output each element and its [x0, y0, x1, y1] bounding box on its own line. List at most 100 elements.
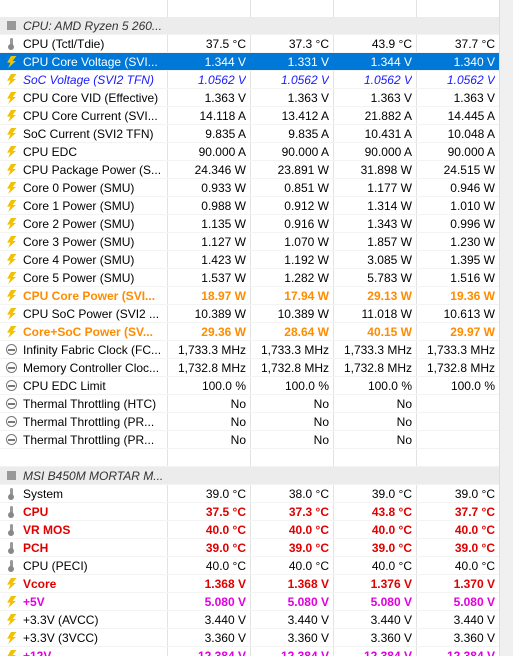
sensor-label: Core 5 Power (SMU) [23, 271, 135, 285]
sensor-value: 10.389 W [277, 307, 329, 321]
sensor-value: 19.36 W [450, 289, 495, 303]
sensor-value: 39.0 °C [205, 487, 246, 501]
sensor-value: 0.851 W [284, 181, 329, 195]
sensor-row[interactable]: Thermal Throttling (HTC) No No No [0, 395, 499, 413]
sensor-row[interactable]: SoC Voltage (SVI2 TFN) 1.0562 V 1.0562 V 1.… [0, 71, 499, 89]
sensor-row[interactable]: +3.3V (3VCC) 3.360 V 3.360 V 3.360 V 3.360 V [0, 629, 499, 647]
sensor-value: 1.135 W [201, 217, 246, 231]
sensor-value: 1.192 W [284, 253, 329, 267]
sensor-value: 1.0562 V [280, 73, 329, 87]
sensor-value: 1.0562 V [363, 73, 412, 87]
sensor-value: 39.0 °C [454, 487, 495, 501]
sensor-label: CPU Core Current (SVI... [23, 109, 158, 123]
column-line [416, 0, 417, 656]
sensor-row[interactable]: System 39.0 °C 38.0 °C 39.0 °C 39.0 °C [0, 485, 499, 503]
sensor-value: 14.118 A [199, 109, 247, 123]
sensor-value: 37.5 °C [205, 505, 246, 519]
sensor-row[interactable]: CPU EDC Limit 100.0 % 100.0 % 100.0 % 100.0 … [0, 377, 499, 395]
sensor-row[interactable]: Core 3 Power (SMU) 1.127 W 1.070 W 1.857 W 1… [0, 233, 499, 251]
sensor-row[interactable]: Memory Controller Cloc... 1,732.8 MHz 1,73… [0, 359, 499, 377]
sensor-label: CPU EDC [23, 145, 78, 159]
sensor-label: SoC Current (SVI2 TFN) [23, 127, 154, 141]
sensor-value: 1,732.8 MHz [260, 361, 329, 375]
column-line [250, 0, 251, 656]
sensor-value: 3.440 V [287, 613, 329, 627]
sensor-row[interactable]: PCH 39.0 °C 39.0 °C 39.0 °C 39.0 °C [0, 539, 499, 557]
sensor-label: Core 2 Power (SMU) [23, 217, 135, 231]
sensor-value: 37.3 °C [288, 37, 329, 51]
sensor-row[interactable]: +5V 5.080 V 5.080 V 5.080 V 5.080 V [0, 593, 499, 611]
sensor-value: 0.988 W [201, 199, 246, 213]
sensor-value: 18.97 W [201, 289, 246, 303]
sensor-label: Infinity Fabric Clock (FC... [23, 343, 162, 357]
sensor-value: 39.0 °C [288, 541, 329, 555]
sensor-value: 37.7 °C [454, 505, 495, 519]
sensor-label: +3.3V (3VCC) [23, 631, 99, 645]
sensor-value: 5.783 W [367, 271, 412, 285]
sensor-value: 29.97 W [450, 325, 495, 339]
sensor-row[interactable]: Infinity Fabric Clock (FC... 1,733.3 MHz 1… [0, 341, 499, 359]
sensor-row[interactable]: Vcore 1.368 V 1.368 V 1.376 V 1.370 V [0, 575, 499, 593]
sensor-label: Thermal Throttling (PR... [23, 433, 155, 447]
sensor-row[interactable]: CPU Core Power (SVI... 18.97 W 17.94 W 29.1… [0, 287, 499, 305]
sensor-row[interactable]: Thermal Throttling (PR... No No No [0, 431, 499, 449]
sensor-row[interactable]: Thermal Throttling (PR... No No No [0, 413, 499, 431]
sensor-value: 1.423 W [201, 253, 246, 267]
sensor-value: 90.000 A [281, 145, 329, 159]
sensor-row[interactable]: VR MOS 40.0 °C 40.0 °C 40.0 °C 40.0 °C [0, 521, 499, 539]
sensor-label: SoC Voltage (SVI2 TFN) [23, 73, 154, 87]
section-header[interactable]: CPU: AMD Ryzen 5 260... [0, 17, 499, 35]
sensor-value: 40.0 °C [205, 523, 246, 537]
sensor-label: System [23, 487, 64, 501]
sensor-value: 1.395 W [450, 253, 495, 267]
sensor-row[interactable]: CPU EDC 90.000 A 90.000 A 90.000 A 90.000 A [0, 143, 499, 161]
sensor-row[interactable]: CPU Package Power (S... 24.346 W 23.891 W 3… [0, 161, 499, 179]
sensor-row[interactable]: CPU Core Voltage (SVI... 1.344 V 1.331 V 1.… [0, 53, 499, 71]
sensor-value: 21.882 A [364, 109, 412, 123]
sensor-value: 12.384 V [363, 649, 412, 656]
sensor-value: 29.36 W [201, 325, 246, 339]
sensor-value: 1.010 W [450, 199, 495, 213]
sensor-row[interactable]: +12V 12.384 V 12.384 V 12.384 V 12.384 V [0, 647, 499, 656]
sensor-row[interactable]: CPU Core VID (Effective) 1.363 V 1.363 V 1.… [0, 89, 499, 107]
sensor-value: No [230, 433, 246, 447]
sensor-value: 1.070 W [284, 235, 329, 249]
sensor-value: 100.0 % [450, 379, 495, 393]
sensor-row[interactable]: CPU (PECI) 40.0 °C 40.0 °C 40.0 °C 40.0 °C [0, 557, 499, 575]
sensor-row[interactable]: Core+SoC Power (SV... 29.36 W 28.64 W 40.15… [0, 323, 499, 341]
sensor-row[interactable]: +3.3V (AVCC) 3.440 V 3.440 V 3.440 V 3.440 V [0, 611, 499, 629]
sensor-value: 9.835 A [288, 127, 329, 141]
sensor-value: 1.314 W [367, 199, 412, 213]
section-header[interactable]: MSI B450M MORTAR M... [0, 467, 499, 485]
sensor-row[interactable]: Core 0 Power (SMU) 0.933 W 0.851 W 1.177 W 0… [0, 179, 499, 197]
sensor-row[interactable]: Core 2 Power (SMU) 1.135 W 0.916 W 1.343 W 0… [0, 215, 499, 233]
sensor-value: 40.0 °C [205, 559, 246, 573]
sensor-row[interactable]: CPU (Tctl/Tdie) 37.5 °C 37.3 °C 43.9 °C 37.7… [0, 35, 499, 53]
sensor-value: 37.3 °C [288, 505, 329, 519]
sensor-row[interactable]: CPU 37.5 °C 37.3 °C 43.8 °C 37.7 °C [0, 503, 499, 521]
sensor-row[interactable]: Core 5 Power (SMU) 1.537 W 1.282 W 5.783 W 1… [0, 269, 499, 287]
sensor-row[interactable]: Core 4 Power (SMU) 1.423 W 1.192 W 3.085 W 1… [0, 251, 499, 269]
sensor-value: 40.0 °C [288, 523, 329, 537]
sensor-value: No [313, 415, 329, 429]
sensor-value: 0.916 W [284, 217, 329, 231]
sensor-value: 100.0 % [284, 379, 329, 393]
sensor-value: 1.370 V [453, 577, 495, 591]
sensor-value: 1.363 V [204, 91, 246, 105]
sensor-row[interactable]: Core 1 Power (SMU) 0.988 W 0.912 W 1.314 W 1… [0, 197, 499, 215]
sensor-row[interactable]: CPU SoC Power (SVI2 ... 10.389 W 10.389 W 1… [0, 305, 499, 323]
sensor-value: 1.368 V [287, 577, 329, 591]
sensor-value: 10.431 A [364, 127, 412, 141]
sensor-value: 1.0562 V [197, 73, 246, 87]
scrollbar[interactable] [499, 0, 513, 656]
sensor-value: 24.346 W [194, 163, 246, 177]
sensor-value: 1,733.3 MHz [260, 343, 329, 357]
sensor-row[interactable]: SoC Current (SVI2 TFN) 9.835 A 9.835 A 10.4… [0, 125, 499, 143]
sensor-value: 31.898 W [360, 163, 412, 177]
sensor-row[interactable]: CPU Core Current (SVI... 14.118 A 13.412 A… [0, 107, 499, 125]
sensor-value: 1.282 W [284, 271, 329, 285]
sensor-label: Thermal Throttling (HTC) [23, 397, 157, 411]
sensor-label: CPU Package Power (S... [23, 163, 162, 177]
